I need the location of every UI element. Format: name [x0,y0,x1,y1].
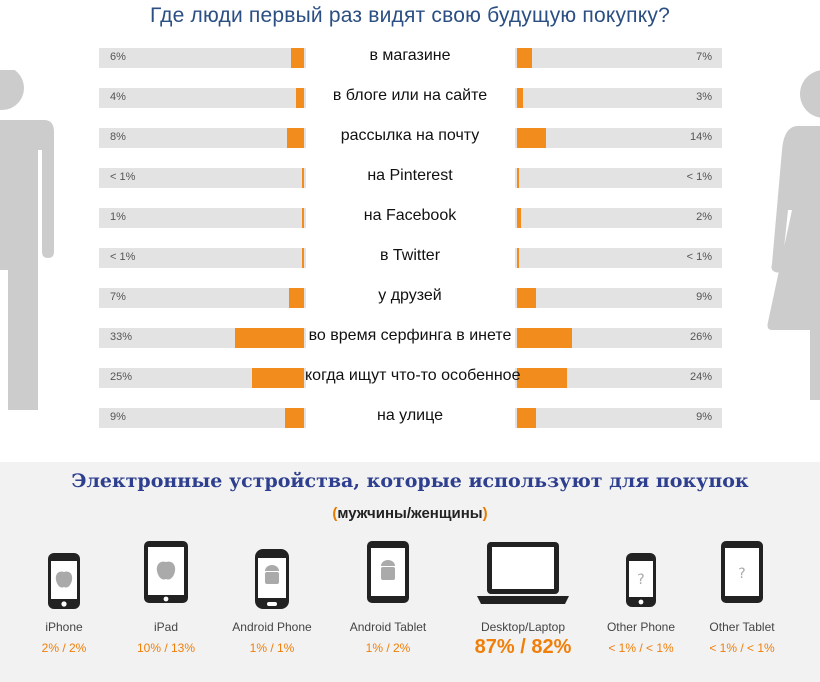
bar-right [517,168,519,188]
category-label: на Facebook [363,207,457,224]
bar-track-left [99,48,306,68]
bar-track-left [99,248,306,268]
value-label-right: 24% [689,371,712,383]
category-label: во время серфинга в инете [308,327,512,344]
bar-track-left [99,288,306,308]
value-label-left: 7% [110,291,126,303]
bar-track-right [515,88,722,108]
devices-subtitle: (мужчины/женщины) [0,505,820,522]
svg-text:?: ? [738,566,745,582]
value-label-left: 1% [110,211,126,223]
other-tablet-icon: ? [692,540,792,604]
bar-left [291,48,304,68]
bar-left [302,248,304,268]
category-label: в магазине [369,47,451,64]
bar-left [285,408,304,428]
devices-panel [0,462,820,682]
value-label-right: 9% [696,291,712,303]
value-label-left: 4% [110,91,126,103]
chart-title: Где люди первый раз видят свою будущую п… [150,4,670,27]
woman-silhouette-icon [767,70,820,400]
devices-title: Электронные устройства, которые использу… [71,470,749,492]
bar-track-right [515,208,722,228]
bar-left [287,128,304,148]
bar-right [517,248,519,268]
ipad-icon [116,540,216,604]
bar-track-right [515,408,722,428]
value-label-right: < 1% [686,251,712,263]
bar-left [251,368,304,388]
value-label-right: 7% [696,51,712,63]
bar-track-left [99,88,306,108]
bar-right [517,88,524,108]
category-label: когда ищут что-то особенное [305,367,521,384]
bar-track-left [99,168,306,188]
bar-right [517,368,568,388]
bar-right [517,288,536,308]
value-label-left: 25% [110,371,133,383]
bar-left [302,168,304,188]
bar-right [517,208,522,228]
value-label-right: 9% [696,411,712,423]
device-stat: < 1% / < 1% [709,641,775,655]
device-name: Android Phone [232,620,312,634]
device-stat: 1% / 1% [249,641,295,655]
bar-track-left [99,408,306,428]
bar-track-right [515,248,722,268]
value-label-left: < 1% [110,171,136,183]
iphone-icon [14,552,114,610]
bar-right [517,48,532,68]
bar-track-right [515,288,722,308]
man-silhouette-icon [0,70,54,410]
device-name: Desktop/Laptop [480,620,566,634]
bar-right [517,128,547,148]
value-label-left: 9% [110,411,126,423]
device-stat: < 1% / < 1% [608,641,674,655]
value-label-right: 26% [689,331,712,343]
device-stat: 1% / 2% [365,641,411,655]
value-label-left: < 1% [110,251,136,263]
svg-text:?: ? [637,572,644,588]
device-stat: 87% / 82% [474,636,572,658]
bar-left [234,328,304,348]
device-name: Android Tablet [349,620,427,634]
device-stat: 2% / 2% [41,641,87,655]
bar-left [295,88,304,108]
other-phone-icon: ? [591,552,691,608]
value-label-left: 33% [110,331,133,343]
category-label: на Pinterest [367,167,453,184]
bar-left [289,288,304,308]
value-label-right: 2% [696,211,712,223]
value-label-right: < 1% [686,171,712,183]
value-label-left: 8% [110,131,126,143]
bar-track-right [515,168,722,188]
device-stat: 10% / 13% [136,641,196,655]
category-label: в Twitter [379,247,441,264]
android-phone-icon [222,548,322,610]
category-label: у друзей [378,287,442,304]
device-name: iPhone [45,620,83,634]
subtitle-paren-close: ) [482,505,488,522]
laptop-icon [473,540,573,606]
bar-track-right [515,128,722,148]
bar-track-right [515,48,722,68]
category-label: на улице [377,407,443,424]
device-name: Other Tablet [709,620,775,634]
device-name: iPad [153,620,179,634]
subtitle-paren-open: ( [332,505,338,522]
value-label-right: 14% [689,131,712,143]
bar-track-left [99,128,306,148]
value-label-right: 3% [696,91,712,103]
bar-right [517,328,572,348]
device-name: Other Phone [606,620,676,634]
subtitle-text: мужчины/женщины [337,505,483,522]
android-tablet-icon [338,540,438,604]
category-label: в блоге или на сайте [332,87,488,104]
bar-left [301,208,304,228]
value-label-left: 6% [110,51,126,63]
bar-right [517,408,536,428]
category-label: рассылка на почту [340,127,480,144]
bar-track-left [99,208,306,228]
